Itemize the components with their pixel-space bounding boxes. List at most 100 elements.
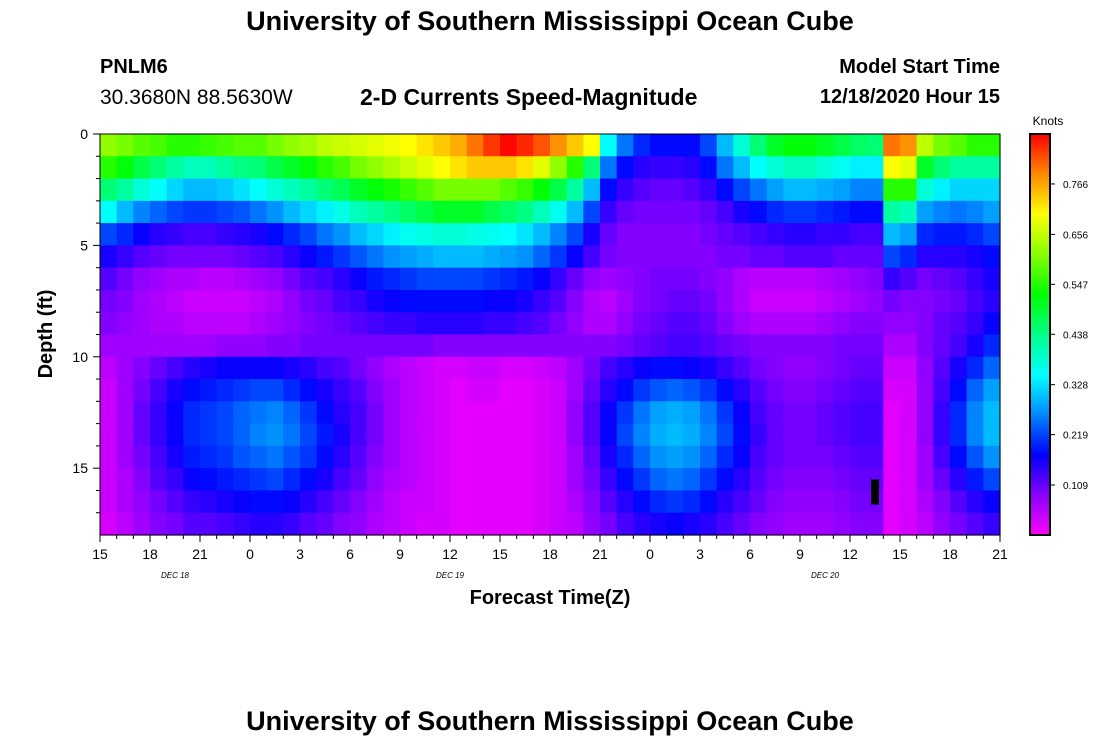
x-tick-label: 0 [646, 546, 654, 562]
heatmap-cell [766, 178, 784, 202]
heatmap-cell [750, 245, 768, 269]
heatmap-cell [333, 423, 351, 447]
heatmap-cell [850, 245, 868, 269]
heatmap-cell [933, 445, 951, 469]
heatmap-cell [783, 245, 801, 269]
heatmap-cell [400, 223, 418, 246]
heatmap-cell [500, 490, 518, 514]
heatmap-cell [750, 267, 768, 291]
heatmap-cell [683, 356, 701, 380]
heatmap-cell [383, 334, 401, 358]
heatmap-cell [350, 178, 368, 202]
heatmap-cell [766, 289, 784, 313]
heatmap-cell [983, 245, 1001, 269]
heatmap-cell [933, 379, 951, 402]
heatmap-cell [383, 445, 401, 469]
heatmap-cell [250, 356, 268, 380]
heatmap-cell [733, 423, 751, 447]
heatmap-cell [266, 134, 284, 157]
heatmap-cell [466, 289, 484, 313]
heatmap-cell [666, 312, 684, 336]
heatmap-cell [233, 289, 251, 313]
heatmap-cell [650, 267, 668, 291]
heatmap-cell [883, 423, 901, 447]
heatmap-cell [900, 245, 918, 269]
heatmap-cell [300, 200, 318, 224]
heatmap-cell [566, 490, 584, 514]
heatmap-cell [966, 245, 984, 269]
heatmap-cell [300, 356, 318, 380]
heatmap-cell [450, 156, 468, 180]
y-axis-label: Depth (ft) [35, 290, 57, 379]
heatmap-cell [466, 401, 484, 425]
heatmap-cell [600, 312, 618, 336]
heatmap-cell [683, 156, 701, 180]
heatmap-cell [266, 356, 284, 380]
heatmap-cell [400, 512, 418, 536]
heatmap-cell [966, 134, 984, 157]
heatmap-cell [516, 134, 534, 157]
heatmap-cell [600, 445, 618, 469]
heatmap-cell [216, 200, 234, 224]
heatmap-cell [850, 156, 868, 180]
heatmap-cell [633, 401, 651, 425]
heatmap-cell [883, 178, 901, 202]
heatmap-cell [233, 512, 251, 536]
heatmap-cell [116, 334, 134, 358]
heatmap-cell [616, 423, 634, 447]
heatmap-cell [333, 245, 351, 269]
heatmap-cell [200, 178, 218, 202]
heatmap-cell [216, 423, 234, 447]
heatmap-cell [600, 267, 618, 291]
heatmap-cell [833, 334, 851, 358]
heatmap-cell [150, 245, 168, 269]
colorbar-tick-label: 0.438 [1063, 330, 1088, 341]
heatmap-cell [450, 379, 468, 402]
heatmap-cell [200, 223, 218, 246]
heatmap-cell [316, 200, 334, 224]
heatmap-cell [333, 267, 351, 291]
heatmap-cell [833, 401, 851, 425]
heatmap-cell [733, 445, 751, 469]
heatmap-cell [733, 156, 751, 180]
heatmap-cell [383, 156, 401, 180]
heatmap-cell [250, 423, 268, 447]
heatmap-cell [183, 334, 201, 358]
heatmap-cell [433, 312, 451, 336]
heatmap-cell [283, 379, 301, 402]
heatmap-cell [933, 356, 951, 380]
heatmap-cell [716, 512, 734, 536]
heatmap-cell [166, 156, 184, 180]
heatmap-cell [916, 267, 934, 291]
heatmap-cell [800, 512, 818, 536]
heatmap-cell [833, 379, 851, 402]
heatmap-cell [866, 223, 884, 246]
heatmap-cell [833, 223, 851, 246]
heatmap-cell [716, 156, 734, 180]
heatmap-cell [966, 356, 984, 380]
heatmap-cell [500, 223, 518, 246]
heatmap-cell [516, 312, 534, 336]
heatmap-cell [600, 156, 618, 180]
colorbar-tick-label: 0.328 [1063, 381, 1088, 392]
heatmap-cell [233, 379, 251, 402]
heatmap-cell [400, 312, 418, 336]
heatmap-cell [916, 200, 934, 224]
heatmap-cell [933, 468, 951, 492]
heatmap-cell [766, 401, 784, 425]
heatmap-cell [850, 379, 868, 402]
heatmap-cell [700, 312, 718, 336]
heatmap-cell [766, 134, 784, 157]
heatmap-cell [483, 379, 501, 402]
heatmap-cell [183, 178, 201, 202]
heatmap-cell [716, 445, 734, 469]
heatmap-cell [416, 423, 434, 447]
heatmap-cell [933, 245, 951, 269]
heatmap-cell [700, 445, 718, 469]
x-tick-label: 18 [542, 546, 558, 562]
x-tick-label: 3 [296, 546, 304, 562]
heatmap-cell [650, 423, 668, 447]
heatmap-cell [333, 356, 351, 380]
heatmap-cell [283, 178, 301, 202]
heatmap-cell [383, 245, 401, 269]
